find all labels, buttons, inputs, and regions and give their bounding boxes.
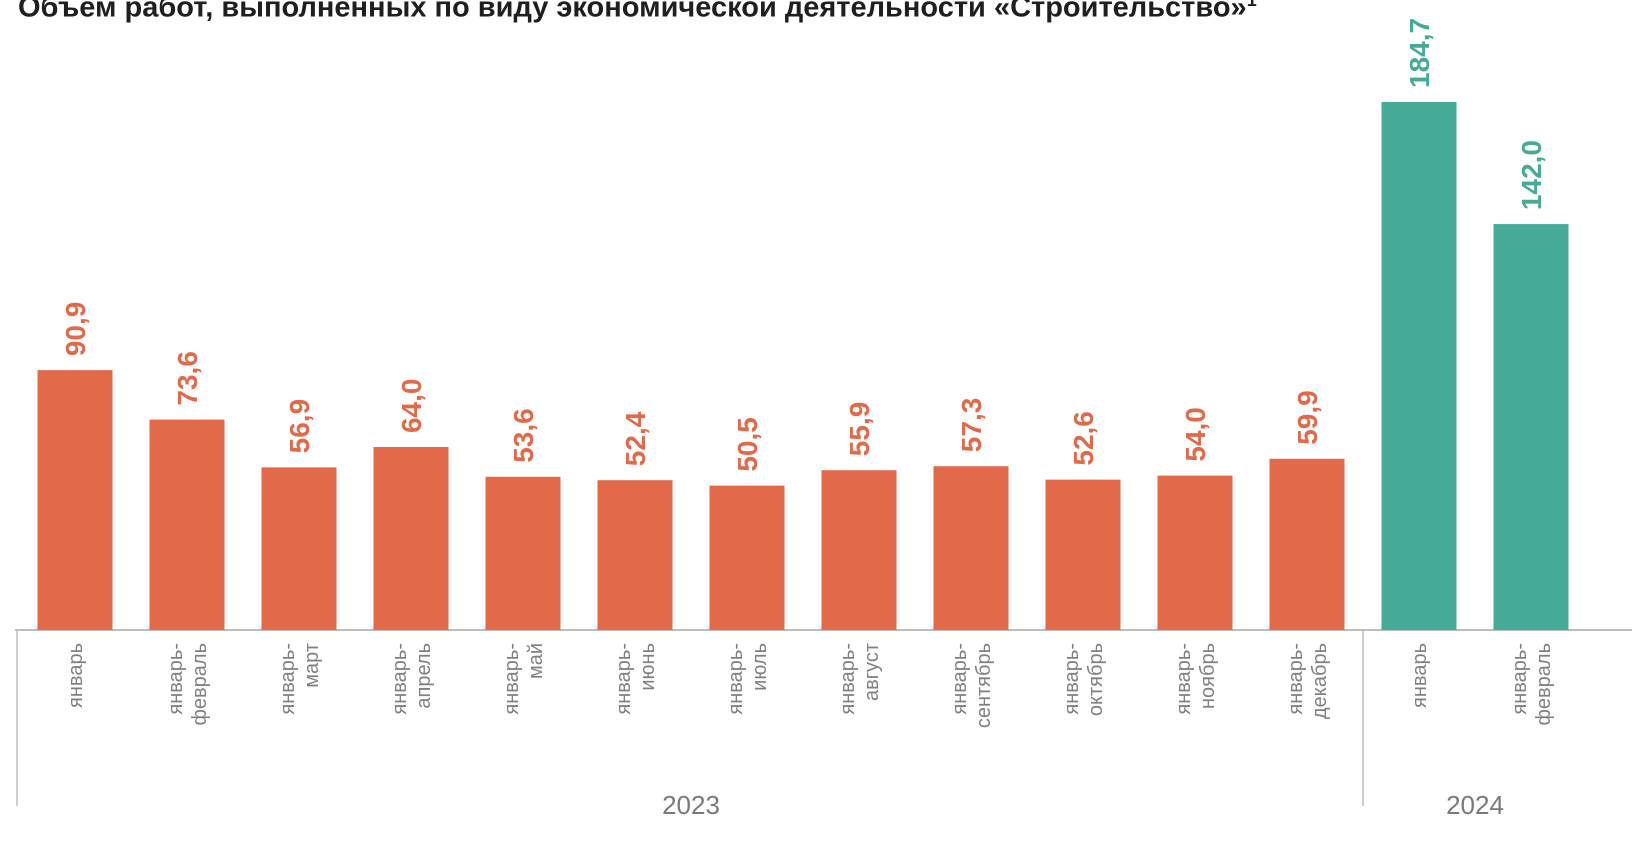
- x-tick-label: январь-июнь: [613, 643, 659, 715]
- data-label: 90,9: [60, 302, 91, 357]
- bar: [933, 466, 1009, 630]
- x-tick-label-line: май: [525, 643, 547, 679]
- x-tick-label-line: сентябрь: [973, 643, 995, 728]
- x-tick-label: январь-ноябрь: [1173, 643, 1219, 715]
- x-tick-label-line: январь: [65, 643, 87, 708]
- bar: [821, 470, 897, 630]
- bar: [485, 476, 561, 630]
- x-tick-label-line: январь: [1409, 643, 1431, 708]
- x-tick-label: январь-февраль: [165, 643, 211, 726]
- data-label: 52,6: [1068, 411, 1099, 466]
- x-tick-label-line: октябрь: [1085, 643, 1107, 716]
- x-tick-label-line: январь-: [1285, 643, 1307, 715]
- x-tick-label-line: январь-: [165, 643, 187, 715]
- data-label: 56,9: [284, 399, 315, 454]
- x-tick-label-line: апрель: [413, 643, 435, 709]
- x-tick-label: январь-август: [837, 643, 883, 715]
- x-tick-label-line: январь-: [501, 643, 523, 715]
- x-tick-label-line: январь-: [837, 643, 859, 715]
- data-label: 64,0: [396, 379, 427, 434]
- bar: [37, 370, 113, 630]
- x-tick-label: январь: [65, 643, 87, 708]
- x-tick-label: январь-апрель: [389, 643, 435, 715]
- x-tick-label-line: июль: [749, 643, 771, 691]
- data-label: 73,6: [172, 351, 203, 406]
- title-footnote-marker: 1: [1246, 0, 1257, 10]
- x-tick-label: январь-май: [501, 643, 547, 715]
- data-label: 57,3: [956, 398, 987, 453]
- x-tick-label-line: январь-: [949, 643, 971, 715]
- x-tick-label-line: январь-: [613, 643, 635, 715]
- bar: [709, 485, 785, 630]
- x-tick-label: январь: [1409, 643, 1431, 708]
- x-tick-label: январь-март: [277, 643, 323, 715]
- bar: [373, 447, 449, 630]
- data-label: 53,6: [508, 408, 539, 463]
- data-label: 59,9: [1292, 390, 1323, 445]
- bar: [1269, 458, 1345, 630]
- bar: [149, 419, 225, 630]
- x-tick-label-line: январь-: [1061, 643, 1083, 715]
- x-tick-label: январь-октябрь: [1061, 643, 1107, 716]
- x-tick-label-line: январь-: [1173, 643, 1195, 715]
- x-tick-label-line: январь-: [277, 643, 299, 715]
- bar: [1045, 479, 1121, 630]
- bar: [597, 480, 673, 630]
- x-tick-label-line: январь-: [725, 643, 747, 715]
- x-tick-label-line: март: [301, 643, 323, 688]
- bar: [1157, 475, 1233, 630]
- x-tick-label: январь-сентябрь: [949, 643, 995, 728]
- chart-title: Объем работ, выполненных по виду экономи…: [18, 0, 1318, 28]
- x-tick-label-line: февраль: [1533, 643, 1555, 726]
- bar: [1381, 102, 1457, 630]
- x-tick-label-line: август: [861, 643, 883, 701]
- group-label: 2023: [662, 790, 720, 820]
- data-label: 142,0: [1516, 140, 1547, 210]
- x-tick-label-line: январь-: [1509, 643, 1531, 715]
- x-tick-label-line: февраль: [189, 643, 211, 726]
- x-tick-label: январь-июль: [725, 643, 771, 715]
- data-label: 50,5: [732, 417, 763, 472]
- x-tick-label-line: ноябрь: [1197, 643, 1219, 709]
- x-tick-label-line: декабрь: [1309, 643, 1331, 719]
- bar: [1493, 224, 1569, 631]
- x-tick-label-line: июнь: [637, 643, 659, 691]
- x-tick-label-line: январь-: [389, 643, 411, 715]
- x-tick-label: январь-февраль: [1509, 643, 1555, 726]
- data-label: 54,0: [1180, 407, 1211, 462]
- data-label: 52,4: [620, 411, 651, 466]
- bar: [261, 467, 337, 630]
- group-label: 2024: [1446, 790, 1504, 820]
- data-label: 55,9: [844, 402, 875, 457]
- x-tick-label: январь-декабрь: [1285, 643, 1331, 719]
- data-label: 184,7: [1404, 18, 1435, 88]
